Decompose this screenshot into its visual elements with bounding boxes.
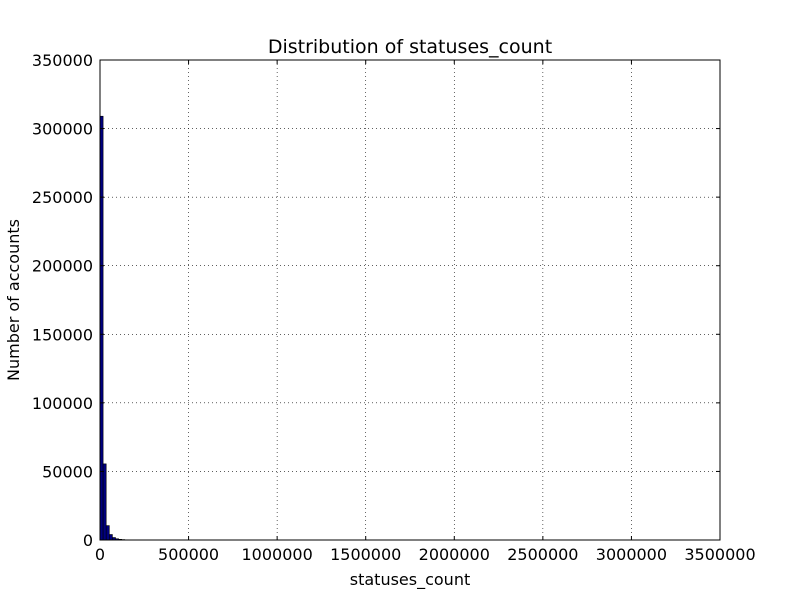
y-tick-label: 150000 [32, 325, 93, 344]
axis-ticks [99, 59, 721, 541]
histogram-bar [102, 463, 107, 541]
histogram-bar [105, 525, 110, 541]
x-axis-label: statuses_count [350, 570, 470, 590]
histogram-bar [109, 534, 113, 541]
y-tick-labels: 0 50000 100000 150000 200000 250000 300000 3500… [32, 51, 93, 550]
x-tick-labels: 0 500000 1000000 1500000 2000000 2500000 30000… [95, 545, 756, 564]
y-tick-label: 50000 [42, 462, 93, 481]
x-tick-label: 3500000 [684, 545, 755, 564]
y-axis-label: Number of accounts [4, 219, 23, 381]
x-tick-label: 1500000 [330, 545, 401, 564]
chart-title: Distribution of statuses_count [268, 36, 552, 58]
histogram-bars [99, 115, 132, 541]
plot-frame [99, 59, 721, 541]
x-tick-label: 2500000 [507, 545, 578, 564]
y-tick-label: 200000 [32, 257, 93, 276]
y-tick-label: 300000 [32, 120, 93, 139]
x-tick-label: 2000000 [419, 545, 490, 564]
y-tick-label: 250000 [32, 188, 93, 207]
x-tick-label: 0 [95, 545, 105, 564]
y-tick-label: 350000 [32, 51, 93, 70]
x-tick-label: 3000000 [596, 545, 667, 564]
x-tick-label: 1000000 [242, 545, 313, 564]
grid-lines [99, 59, 721, 541]
y-tick-label: 0 [83, 531, 93, 550]
x-tick-label: 500000 [158, 545, 219, 564]
y-tick-label: 100000 [32, 394, 93, 413]
